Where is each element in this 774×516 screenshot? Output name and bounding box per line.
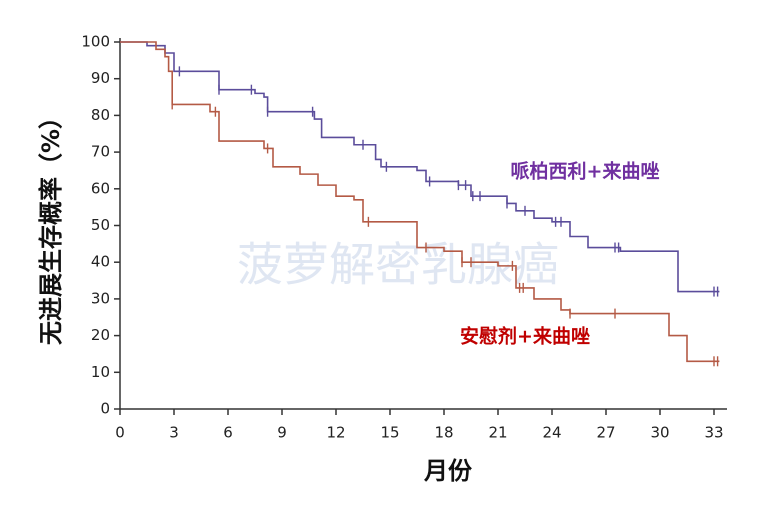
y-tick-label: 70 bbox=[91, 143, 110, 161]
x-tick-label: 18 bbox=[434, 424, 453, 442]
y-tick-label: 80 bbox=[91, 106, 110, 124]
y-tick-label: 90 bbox=[91, 69, 110, 87]
x-tick-label: 30 bbox=[650, 424, 669, 442]
series-label: 哌柏西利+来曲唑 bbox=[511, 160, 660, 183]
y-tick-label: 0 bbox=[100, 400, 110, 418]
x-tick-label: 15 bbox=[380, 424, 399, 442]
y-tick-label: 60 bbox=[91, 179, 110, 197]
y-tick-label: 20 bbox=[91, 326, 110, 344]
y-tick-label: 40 bbox=[91, 253, 110, 271]
survival-curve bbox=[120, 41, 720, 363]
x-tick-label: 27 bbox=[596, 424, 615, 442]
y-tick-label: 50 bbox=[91, 216, 110, 234]
series-label: 安慰剂+来曲唑 bbox=[460, 325, 590, 348]
x-tick-label: 21 bbox=[488, 424, 507, 442]
x-tick-label: 24 bbox=[542, 424, 561, 442]
y-tick-label: 100 bbox=[81, 33, 110, 51]
y-tick-label: 10 bbox=[91, 363, 110, 381]
x-tick-label: 6 bbox=[223, 424, 233, 442]
x-axis-label: 月份 bbox=[423, 457, 473, 485]
y-axis-label: 无进展生存概率（%） bbox=[37, 105, 65, 345]
survival-curve bbox=[120, 41, 720, 293]
x-tick-label: 9 bbox=[277, 424, 287, 442]
x-tick-label: 12 bbox=[326, 424, 345, 442]
x-tick-label: 33 bbox=[704, 424, 723, 442]
y-tick-label: 30 bbox=[91, 289, 110, 307]
x-tick-label: 3 bbox=[169, 424, 179, 442]
watermark: 菠萝解密乳腺癌 bbox=[237, 238, 559, 292]
x-tick-label: 0 bbox=[115, 424, 125, 442]
